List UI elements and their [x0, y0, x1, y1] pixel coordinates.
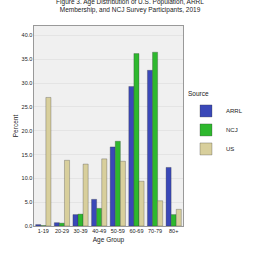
- svg-text:Figure 3. Age Distribution of: Figure 3. Age Distribution of U.S. Popul…: [56, 0, 204, 14]
- svg-text:15.0: 15.0: [22, 151, 33, 157]
- svg-text:Age Group: Age Group: [93, 236, 125, 244]
- svg-text:Percent: Percent: [12, 115, 19, 138]
- svg-text:40.0: 40.0: [22, 32, 33, 38]
- svg-text:70-79: 70-79: [148, 228, 162, 234]
- svg-text:50-59: 50-59: [111, 228, 125, 234]
- svg-text:25.0: 25.0: [22, 104, 33, 110]
- svg-text:0.0: 0.0: [25, 223, 33, 229]
- svg-text:30-39: 30-39: [74, 228, 88, 234]
- svg-text:30.0: 30.0: [22, 80, 33, 86]
- svg-text:US: US: [226, 146, 234, 152]
- svg-text:5.0: 5.0: [25, 199, 33, 205]
- svg-text:20.0: 20.0: [22, 128, 33, 134]
- svg-text:35.0: 35.0: [22, 56, 33, 62]
- svg-text:20-29: 20-29: [55, 228, 69, 234]
- svg-text:10.0: 10.0: [22, 175, 33, 181]
- svg-text:80+: 80+: [169, 228, 178, 234]
- svg-text:Source: Source: [188, 90, 209, 97]
- svg-text:NCJ: NCJ: [226, 127, 238, 133]
- svg-text:60-69: 60-69: [129, 228, 143, 234]
- svg-text:ARRL: ARRL: [226, 108, 243, 114]
- svg-text:40-49: 40-49: [92, 228, 106, 234]
- svg-text:1-19: 1-19: [38, 228, 49, 234]
